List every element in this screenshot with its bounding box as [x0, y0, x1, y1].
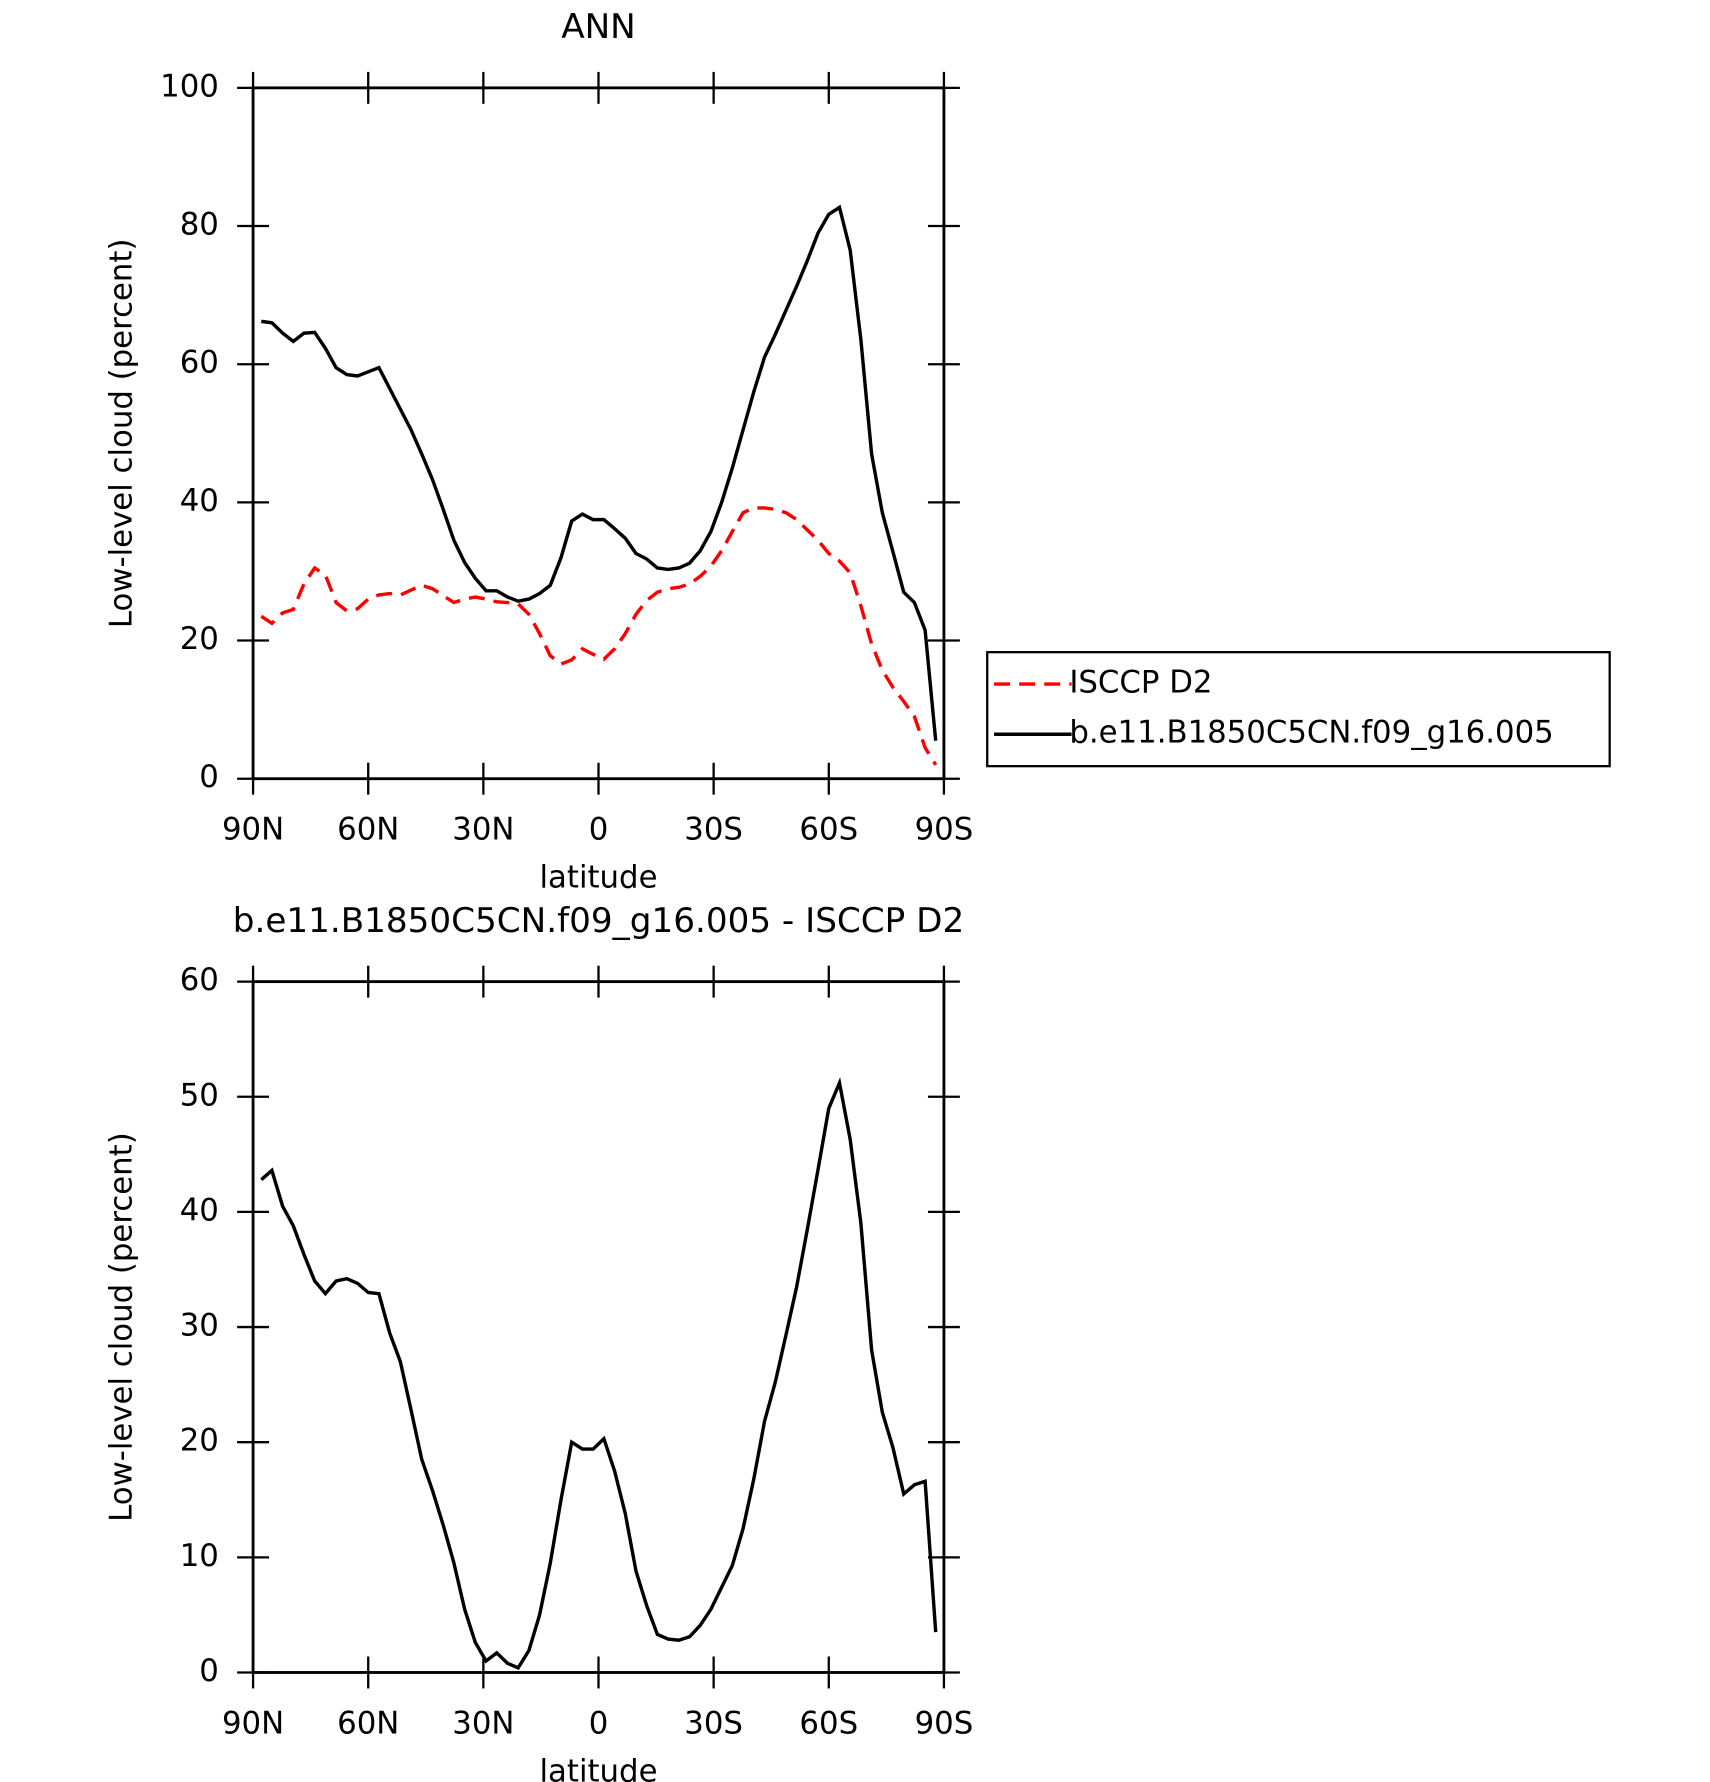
x-tick-label: 90S: [915, 1705, 974, 1741]
x-tick-label: 0: [589, 1705, 609, 1741]
x-tick-label: 30S: [684, 812, 743, 848]
x-tick-label: 30N: [452, 1705, 514, 1741]
y-tick-label: 30: [180, 1308, 219, 1344]
x-tick-label: 90N: [222, 1705, 284, 1741]
y-tick-label: 0: [199, 1653, 219, 1689]
y-tick-label: 50: [180, 1077, 219, 1113]
y-tick-label: 60: [180, 345, 219, 381]
y-axis-label: Low-level cloud (percent): [104, 1132, 140, 1522]
y-tick-label: 60: [180, 962, 219, 998]
y-tick-label: 80: [180, 207, 219, 243]
y-tick-label: 10: [180, 1538, 219, 1574]
x-tick-label: 60N: [337, 812, 399, 848]
y-tick-label: 20: [180, 1423, 219, 1459]
y-tick-label: 20: [180, 621, 219, 657]
legend-box: [986, 651, 1611, 768]
plot-frame: [251, 86, 946, 781]
y-tick-label: 0: [199, 759, 219, 795]
data-line: [260, 1077, 938, 1671]
data-line: [261, 204, 938, 741]
x-tick-label: 90N: [222, 812, 284, 848]
chart-title: b.e11.B1850C5CN.f09_g16.005 - ISCCP D2: [233, 901, 964, 941]
x-tick-label: 30N: [452, 812, 514, 848]
data-line: [260, 506, 938, 766]
x-tick-label: 60S: [799, 812, 858, 848]
y-axis-label: Low-level cloud (percent): [104, 239, 140, 629]
y-tick-label: 40: [180, 1192, 219, 1228]
chart-title: ANN: [561, 7, 636, 47]
x-tick-label: 0: [589, 812, 609, 848]
y-tick-label: 40: [180, 483, 219, 519]
x-tick-label: 60S: [799, 1705, 858, 1741]
legend-label: b.e11.B1850C5CN.f09_g16.005: [1069, 715, 1553, 751]
x-tick-label: 90S: [915, 812, 974, 848]
x-tick-label: 30S: [684, 1705, 743, 1741]
y-tick-label: 100: [160, 68, 219, 104]
legend-label: ISCCP D2: [1069, 665, 1212, 701]
x-axis-label: latitude: [539, 1753, 657, 1782]
x-axis-label: latitude: [539, 860, 657, 896]
x-tick-label: 60N: [337, 1705, 399, 1741]
